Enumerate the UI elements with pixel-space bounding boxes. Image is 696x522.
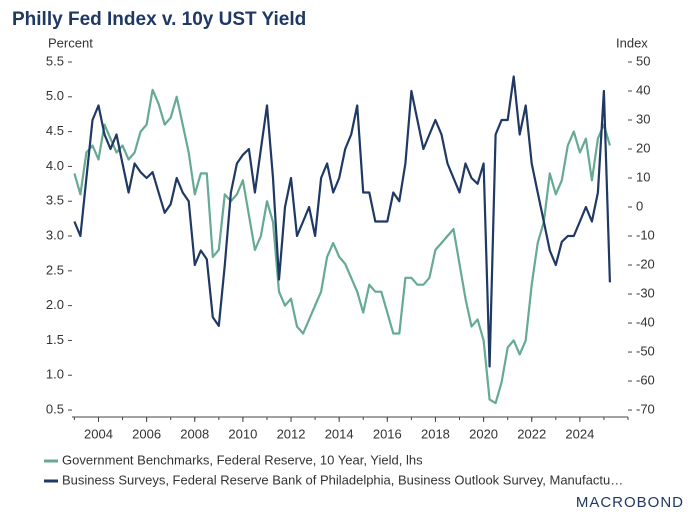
y2-tick-label: -70 [636, 401, 655, 416]
y2-tick-label: -50 [636, 343, 655, 358]
series-line [73, 75, 611, 368]
chart-title: Philly Fed Index v. 10y UST Yield [12, 9, 306, 30]
y-tick-label: 4.0 [46, 158, 64, 173]
series-line [73, 88, 611, 405]
x-tick-label: 2012 [277, 426, 306, 441]
y2-tick-label: 10 [636, 169, 650, 184]
y2-tick-label: 50 [636, 53, 650, 68]
y-tick-label: 0.5 [46, 401, 64, 416]
x-tick-label: 2016 [373, 426, 402, 441]
y-tick-label: 5.0 [46, 88, 64, 103]
y2-tick-label: 20 [636, 140, 650, 155]
y2-tick-label: 30 [636, 111, 650, 126]
x-tick-label: 2010 [228, 426, 257, 441]
y2-tick-label: 0 [636, 198, 643, 213]
x-tick-label: 2024 [565, 426, 594, 441]
y2-tick-label: -60 [636, 372, 655, 387]
y-tick-label: 4.5 [46, 123, 64, 138]
logo: MACROBOND [576, 494, 684, 511]
y-axis-label: Percent [48, 35, 93, 50]
x-tick-label: 2014 [325, 426, 354, 441]
x-tick-label: 2008 [180, 426, 209, 441]
y-tick-label: 3.5 [46, 193, 64, 208]
y2-tick-label: -10 [636, 227, 655, 242]
y-tick-label: 2.0 [46, 297, 64, 312]
y-tick-label: 1.0 [46, 367, 64, 382]
x-tick-label: 2004 [84, 426, 113, 441]
legend-label: Business Surveys, Federal Reserve Bank o… [62, 472, 623, 487]
x-tick-label: 2022 [517, 426, 546, 441]
y2-axis-label: Index [616, 35, 648, 50]
y-tick-label: 1.5 [46, 332, 64, 347]
x-tick-label: 2006 [132, 426, 161, 441]
legend-label: Government Benchmarks, Federal Reserve, … [62, 452, 423, 467]
y2-tick-label: -20 [636, 256, 655, 271]
y2-tick-label: 40 [636, 82, 650, 97]
y-tick-label: 2.5 [46, 262, 64, 277]
x-tick-label: 2020 [469, 426, 498, 441]
y-tick-label: 5.5 [46, 53, 64, 68]
y2-tick-label: -40 [636, 314, 655, 329]
y2-tick-label: -30 [636, 285, 655, 300]
x-tick-label: 2018 [421, 426, 450, 441]
y-tick-label: 3.0 [46, 227, 64, 242]
